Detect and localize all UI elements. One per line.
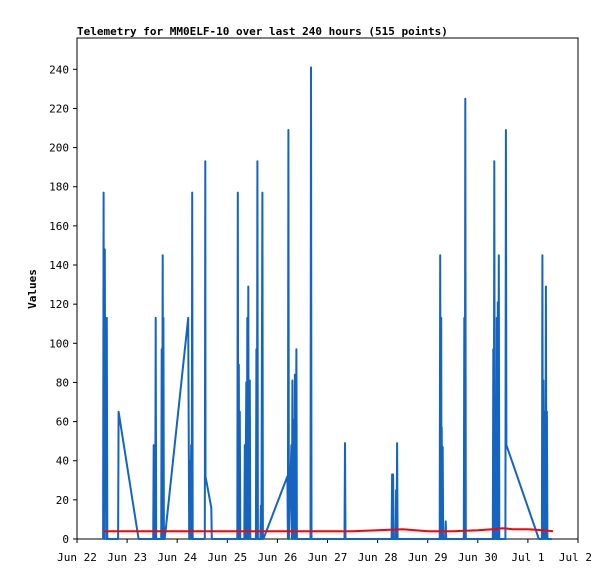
y-axis-label: Values	[26, 269, 39, 309]
series-layer	[102, 66, 554, 540]
series-line-2	[103, 527, 554, 533]
x-tick-label: Jun 30	[458, 551, 498, 564]
y-tick-label: 100	[49, 337, 69, 350]
x-axis-ticks: Jun 22 Jun 23 Jun 24 Jun 25 Jun 26 Jun 27 Jun …	[57, 539, 592, 564]
y-tick-label: 120	[49, 298, 69, 311]
y-tick-label: 0	[62, 533, 69, 546]
y-tick-label: 40	[56, 455, 69, 468]
y-tick-label: 200	[49, 142, 69, 155]
y-tick-label: 20	[56, 494, 69, 507]
y-tick-label: 160	[49, 220, 69, 233]
y-tick-label: 80	[56, 376, 69, 389]
y-tick-label: 220	[49, 102, 69, 115]
x-tick-label: Jun 23	[107, 551, 147, 564]
x-tick-label: Jun 25	[207, 551, 247, 564]
x-tick-label: Jun 29	[408, 551, 448, 564]
x-tick-label: Jul 1	[511, 551, 544, 564]
x-tick-label: Jul 2	[559, 551, 592, 564]
y-axis-ticks: 0 20 40 60 80 100 120 140 160 180 200 220 240	[49, 63, 77, 546]
x-tick-label: Jun 26	[258, 551, 298, 564]
y-tick-label: 180	[49, 181, 69, 194]
y-tick-label: 140	[49, 259, 69, 272]
chart-title: Telemetry for MM0ELF-10 over last 240 ho…	[77, 25, 448, 38]
series-line-1	[102, 66, 552, 540]
x-tick-label: Jun 27	[308, 551, 348, 564]
plot-area	[76, 37, 579, 540]
y-tick-label: 240	[49, 63, 69, 76]
x-tick-label: Jun 24	[157, 551, 197, 564]
y-tick-label: 60	[56, 416, 69, 429]
x-tick-label: Jun 28	[358, 551, 398, 564]
x-tick-label: Jun 22	[57, 551, 97, 564]
